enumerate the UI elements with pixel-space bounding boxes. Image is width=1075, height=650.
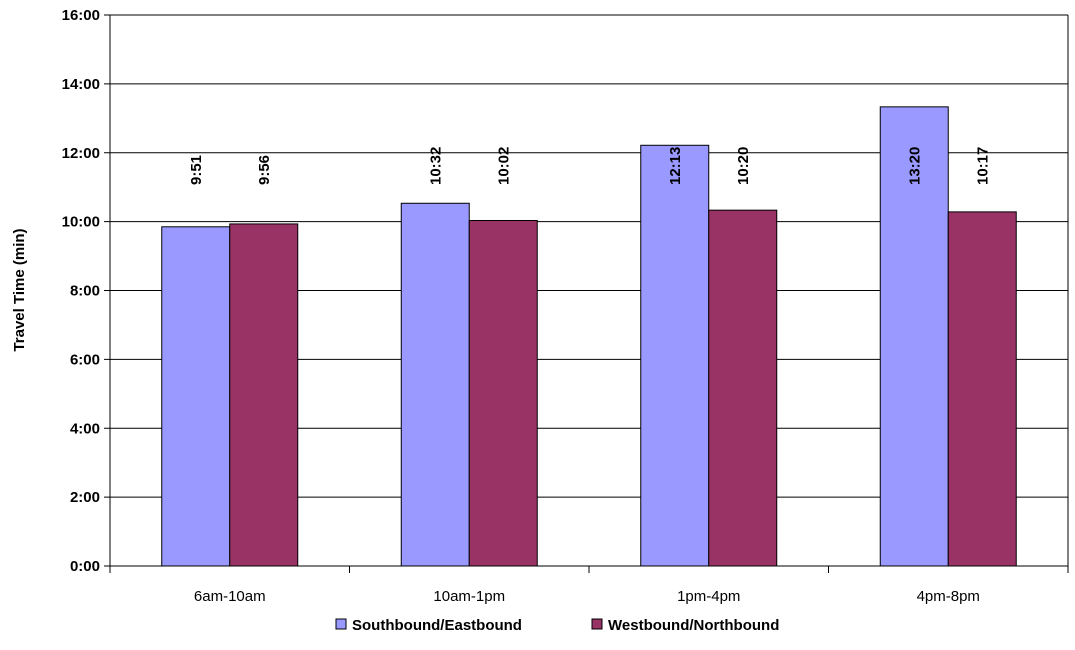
data-label: 10:02: [495, 147, 512, 185]
y-tick-label: 6:00: [70, 351, 100, 368]
x-category-label: 1pm-4pm: [677, 588, 740, 605]
y-axis-title: Travel Time (min): [11, 228, 28, 351]
bar-westbound-northbound: [947, 211, 1017, 567]
y-tick-label: 4:00: [70, 420, 100, 437]
x-category-label: 4pm-8pm: [917, 588, 980, 605]
bar-westbound-northbound: [468, 219, 538, 567]
data-label: 12:13: [667, 147, 684, 185]
bar-southbound-eastbound: [879, 106, 949, 567]
bar-southbound-eastbound: [640, 144, 710, 567]
bar-southbound-eastbound: [161, 226, 231, 567]
legend: Southbound/Eastbound Westbound/Northbound: [335, 617, 779, 634]
axes: 0:00 2:00 4:00 6:00 8:00 10:00 12:00 14:00 16:00…: [62, 7, 1069, 605]
bar-westbound-northbound: [229, 223, 299, 567]
x-category-label: 10am-1pm: [433, 588, 505, 605]
data-label: 9:51: [188, 155, 205, 185]
y-tick-label: 14:00: [62, 76, 100, 93]
bars: [161, 106, 1017, 567]
legend-label: Westbound/Northbound: [608, 617, 779, 634]
x-category-label: 6am-10am: [194, 588, 266, 605]
data-label: 13:20: [906, 147, 923, 185]
legend-swatch: [591, 618, 603, 630]
y-tick-label: 2:00: [70, 489, 100, 506]
data-label: 9:56: [256, 155, 273, 185]
data-label: 10:17: [974, 147, 991, 185]
y-tick-label: 16:00: [62, 7, 100, 24]
y-tick-label: 10:00: [62, 214, 100, 231]
data-label: 10:32: [427, 147, 444, 185]
data-labels: 9:51 9:56 10:32 10:02 12:13 10:20 13:20 10:17: [188, 147, 992, 185]
y-tick-label: 8:00: [70, 283, 100, 300]
bar-westbound-northbound: [708, 209, 778, 567]
legend-label: Southbound/Eastbound: [352, 617, 522, 634]
legend-swatch: [335, 618, 347, 630]
y-tick-label: 0:00: [70, 558, 100, 575]
bar-southbound-eastbound: [400, 202, 470, 567]
y-tick-label: 12:00: [62, 145, 100, 162]
data-label: 10:20: [735, 147, 752, 185]
